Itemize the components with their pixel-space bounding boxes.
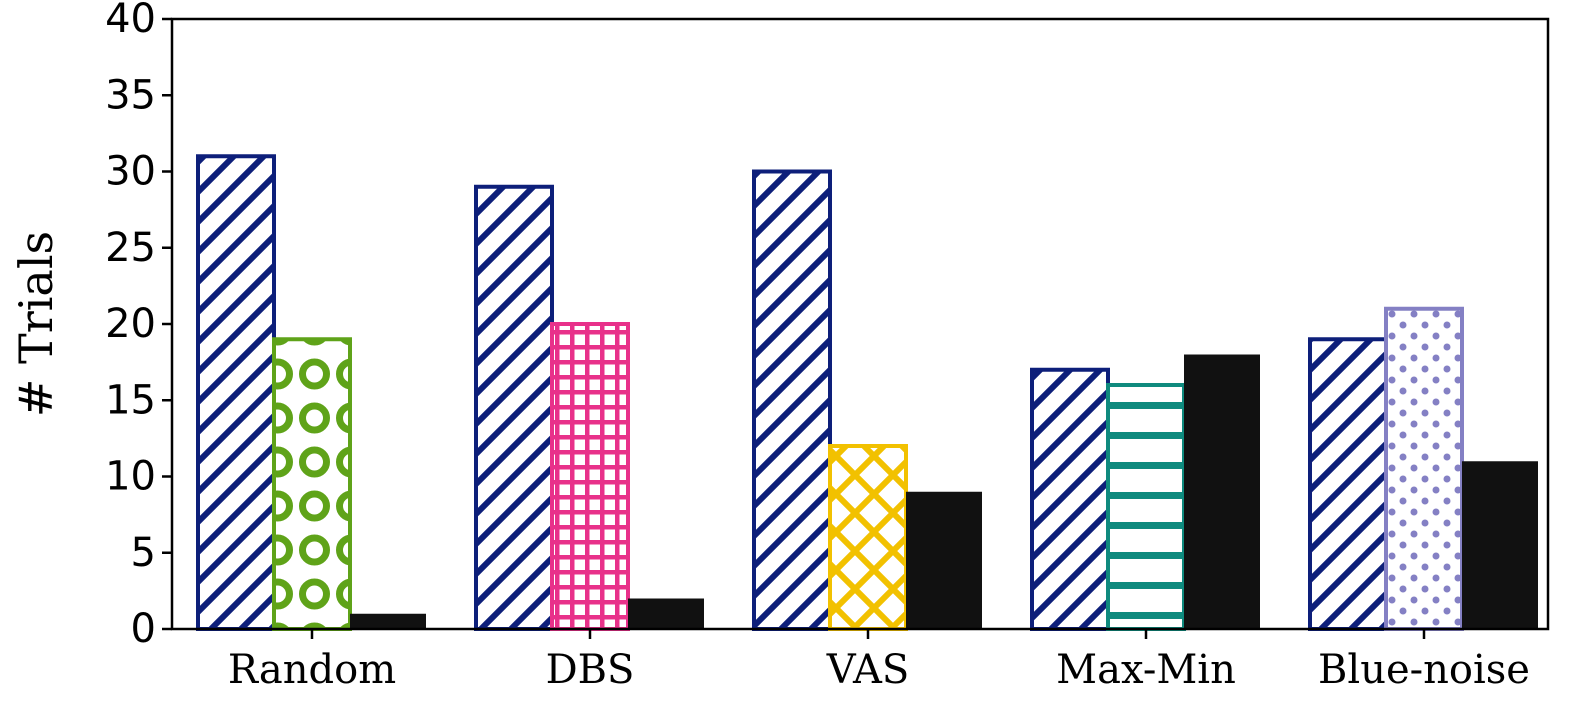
y-tick-label: 30 bbox=[105, 149, 156, 195]
bar-max-min-2 bbox=[1106, 383, 1186, 631]
bar-random-3 bbox=[350, 613, 426, 629]
y-tick-label: 5 bbox=[131, 530, 156, 576]
bar-blue-noise-2 bbox=[1384, 306, 1464, 631]
bar-dbs-3 bbox=[628, 598, 704, 629]
y-tick-label: 35 bbox=[105, 72, 156, 118]
bar-vas-1 bbox=[752, 169, 832, 631]
x-tick-label: DBS bbox=[546, 647, 635, 693]
bar-max-min-1 bbox=[1030, 367, 1110, 631]
bar-dbs-2 bbox=[550, 322, 630, 631]
bar-vas-3 bbox=[906, 491, 982, 629]
y-tick-label: 20 bbox=[105, 301, 156, 347]
bar-random-1 bbox=[196, 154, 276, 631]
x-tick-label: Max-Min bbox=[1056, 647, 1236, 693]
x-tick-label: Blue-noise bbox=[1318, 647, 1530, 693]
bar-blue-noise-1 bbox=[1308, 337, 1388, 631]
x-tick-label: VAS bbox=[826, 647, 909, 693]
y-tick-label: 15 bbox=[105, 377, 156, 423]
bar-dbs-1 bbox=[474, 184, 554, 631]
bar-blue-noise-3 bbox=[1462, 461, 1538, 629]
y-tick-label: 40 bbox=[105, 0, 156, 42]
y-tick-label: 10 bbox=[105, 454, 156, 500]
plot-area: 0 5 10 15 20 25 30 35 40 Random DBS VAS Max-Min Blue-… bbox=[9, 0, 1550, 693]
y-tick-label: 0 bbox=[131, 606, 156, 652]
bar-vas-2 bbox=[828, 444, 908, 631]
x-tick-label: Random bbox=[228, 647, 396, 693]
y-axis-title: # Trials bbox=[9, 231, 63, 417]
bar-max-min-3 bbox=[1184, 354, 1260, 629]
y-tick-label: 25 bbox=[105, 225, 156, 271]
bar-random-2 bbox=[272, 337, 352, 631]
